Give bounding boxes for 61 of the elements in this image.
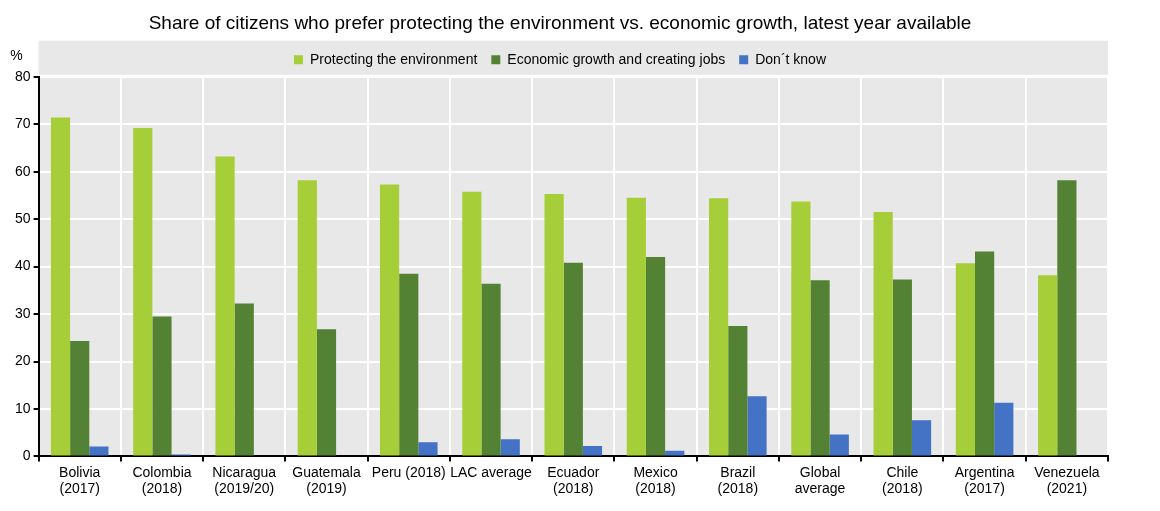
bar [89, 446, 109, 456]
y-tick-label: 30 [14, 304, 31, 321]
bar [418, 442, 438, 456]
bar [975, 251, 995, 456]
x-tick-label: Bolivia (2017) [59, 463, 101, 497]
x-tick-label: Nicaragua (2019/20) [212, 463, 277, 497]
x-tick-label: Colombia (2018) [132, 463, 192, 497]
bar [709, 198, 729, 456]
y-tick-label: 60 [14, 162, 31, 179]
bar [810, 280, 830, 456]
bar [297, 180, 317, 456]
legend-label: Economic growth and creating jobs [507, 50, 726, 67]
bar [481, 283, 501, 456]
bar [234, 303, 254, 456]
bar [728, 325, 748, 456]
bar [316, 329, 337, 456]
x-tick-label: Guatemala (2019) [292, 463, 361, 497]
bar [747, 396, 767, 456]
bar [1038, 275, 1058, 456]
x-tick-label: Venezuela (2021) [1034, 463, 1100, 497]
bar [70, 341, 90, 456]
bar [544, 194, 564, 456]
legend-label: Protecting the environment [309, 50, 478, 67]
chart-title: Share of citizens who prefer protecting the environment vs. economic growth, latest year available [148, 11, 972, 33]
y-axis-title: % [10, 46, 23, 63]
x-tick-label: Ecuador (2018) [547, 463, 600, 497]
y-tick-label: 40 [14, 257, 31, 274]
x-tick-label: Mexico (2018) [633, 463, 678, 497]
x-tick-label: Brazil (2018) [717, 463, 759, 497]
bar [500, 439, 520, 456]
bar [955, 263, 976, 456]
y-tick-label: 50 [14, 210, 31, 227]
bar [1057, 180, 1077, 456]
bar [911, 420, 932, 456]
bar [563, 262, 583, 456]
bar [873, 212, 893, 456]
bar [626, 197, 646, 456]
x-tick-label: LAC average [450, 463, 533, 480]
bar [791, 201, 811, 456]
y-tick-label: 70 [14, 115, 31, 132]
bar [645, 257, 666, 456]
bar [892, 279, 912, 456]
x-tick-label: Global average [794, 463, 846, 497]
y-tick-label: 20 [14, 352, 31, 369]
bar [133, 128, 153, 456]
bar [462, 191, 482, 456]
bar [152, 316, 172, 456]
legend-label: Don´t know [755, 50, 827, 67]
y-tick-label: 0 [22, 447, 31, 464]
bar [829, 434, 849, 456]
bar [50, 117, 71, 456]
bar [379, 184, 400, 456]
x-tick-label: Peru (2018) [371, 463, 446, 480]
x-tick-label: Argentina (2017) [954, 463, 1015, 497]
y-tick-label: 80 [14, 67, 31, 84]
bar [994, 402, 1014, 456]
x-tick-label: Chile (2018) [882, 463, 923, 497]
bar [582, 445, 603, 456]
bar [215, 156, 235, 456]
bar [399, 273, 419, 456]
y-tick-label: 10 [14, 399, 31, 416]
